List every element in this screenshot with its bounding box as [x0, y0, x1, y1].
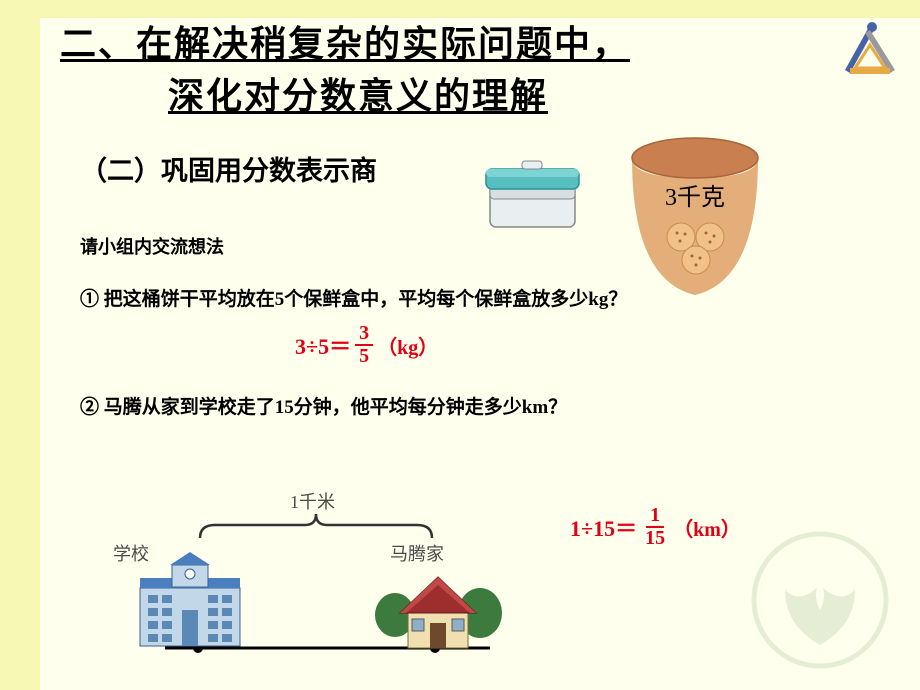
- title-line-1: 二、在解决稍复杂的实际问题中，: [60, 15, 900, 67]
- answer-1: 3÷5＝ 3 5 （kg）: [295, 323, 900, 367]
- school-label: 学校: [113, 540, 149, 566]
- title-line-2: 深化对分数意义的理解: [168, 67, 900, 119]
- question-2: ② 马腾从家到学校走了15分钟，他平均每分钟走多少km？: [80, 392, 900, 419]
- distance-diagram: 1千米 学校 马腾家: [110, 490, 530, 670]
- home-label: 马腾家: [390, 540, 444, 566]
- answer-1-fraction: 3 5: [355, 323, 373, 367]
- watermark-icon: [750, 530, 890, 670]
- answer-2-unit: （km）: [673, 513, 741, 542]
- section-subtitle: （二）巩固用分数表示商: [80, 149, 900, 188]
- answer-1-unit: （kg）: [377, 331, 438, 360]
- question-1: ① 把这桶饼干平均放在5个保鲜盒中，平均每个保鲜盒放多少kg？: [80, 284, 900, 311]
- instruction-text: 请小组内交流想法: [80, 233, 900, 259]
- answer-2: 1÷15＝ 1 15 （km）: [570, 505, 741, 549]
- answer-2-fraction: 1 15: [641, 505, 669, 549]
- answer-2-expr: 1÷15＝: [570, 511, 637, 543]
- distance-label: 1千米: [290, 488, 335, 514]
- answer-1-expr: 3÷5＝: [295, 329, 351, 361]
